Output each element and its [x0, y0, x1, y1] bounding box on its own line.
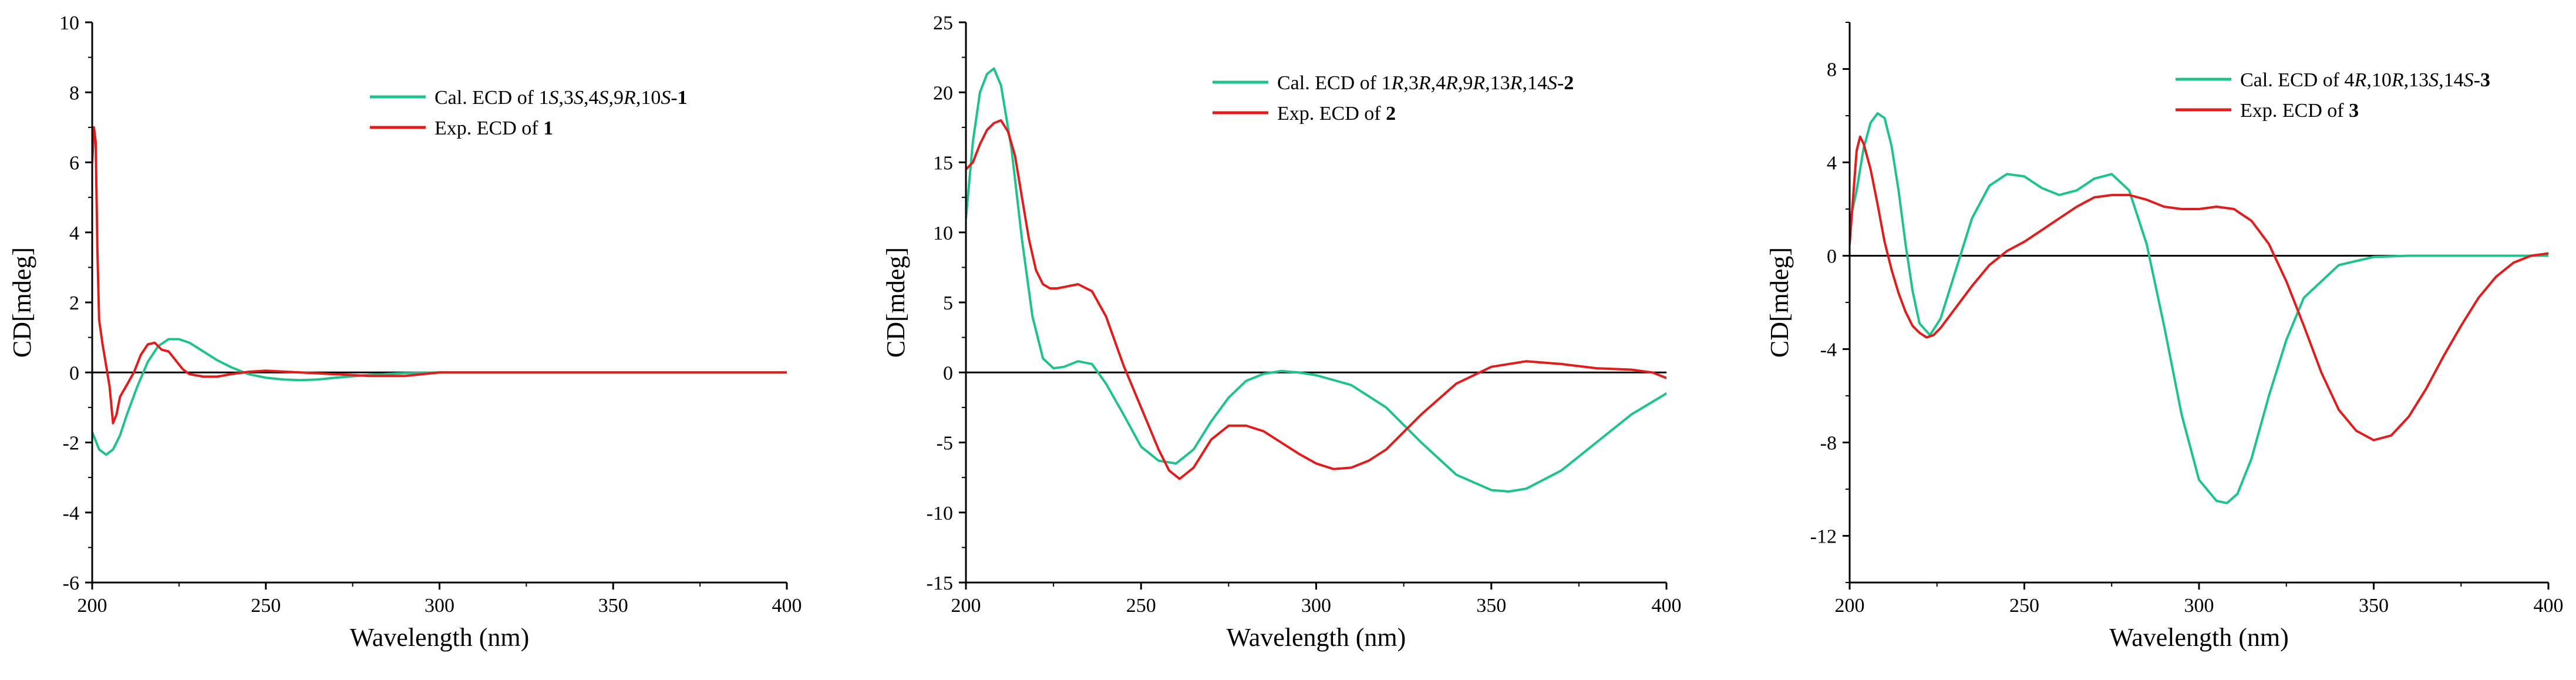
- y-tick-label: 4: [1827, 153, 1837, 174]
- y-tick-label: 8: [69, 82, 79, 104]
- x-tick-label: 300: [2184, 595, 2214, 617]
- x-axis-label: Wavelength (nm): [1227, 623, 1406, 652]
- x-tick-label: 300: [425, 595, 454, 617]
- x-tick-label: 200: [1835, 595, 1865, 617]
- calc-ecd-line: [1850, 112, 2548, 504]
- y-axis-label: CD[mdeg]: [1765, 247, 1794, 358]
- x-tick-label: 250: [251, 595, 281, 617]
- x-tick-label: 250: [1126, 595, 1156, 617]
- legend-label-exp: Exp. ECD of 1: [435, 117, 553, 139]
- legend-label-exp: Exp. ECD of 3: [2240, 100, 2359, 122]
- x-tick-label: 350: [2359, 595, 2389, 617]
- y-tick-label: -2: [63, 433, 79, 455]
- x-tick-label: 400: [2534, 595, 2564, 617]
- x-tick-label: 200: [951, 595, 981, 617]
- y-tick-label: -4: [63, 503, 79, 524]
- legend-label-calc: Cal. ECD of 1R,3R,4R,9R,13R,14S-2: [1277, 72, 1574, 94]
- x-tick-label: 400: [1652, 595, 1682, 617]
- x-axis-label: Wavelength (nm): [350, 623, 530, 652]
- x-axis-label: Wavelength (nm): [2109, 623, 2289, 652]
- y-tick-label: 15: [933, 153, 953, 174]
- exp-ecd-line: [92, 126, 787, 425]
- legend-label-exp: Exp. ECD of 2: [1277, 103, 1396, 124]
- calc-ecd-line: [92, 338, 787, 456]
- x-tick-label: 350: [1476, 595, 1506, 617]
- y-tick-label: 0: [943, 362, 953, 384]
- chart-panel-3: 200 250 300 350 400 -12 -8 -4 0 4 8 Wavelength (nm)…: [1765, 22, 2564, 652]
- x-tick-label: 400: [772, 595, 802, 617]
- y-tick-label: -5: [937, 433, 953, 455]
- y-tick-label: 4: [69, 223, 79, 244]
- y-tick-label: 6: [69, 153, 79, 174]
- x-tick-label: 200: [78, 595, 107, 617]
- y-tick-label: 8: [1827, 59, 1837, 81]
- y-tick-label: 20: [933, 82, 953, 104]
- legend-label-calc: Cal. ECD of 1S,3S,4S,9R,10S-1: [435, 87, 688, 109]
- x-tick-label: 250: [2009, 595, 2039, 617]
- y-tick-label: 10: [59, 12, 79, 34]
- chart-panel-1: 200 250 300 350 400 -6 -4 -2 0 2 4 6 8 10 Wavelength (…: [8, 12, 802, 652]
- y-tick-label: 25: [933, 12, 953, 34]
- y-tick-label: -6: [63, 573, 79, 594]
- y-tick-label: 2: [69, 292, 79, 314]
- y-tick-label: -4: [1820, 339, 1837, 361]
- exp-ecd-line: [966, 119, 1666, 480]
- y-axis-label: CD[mdeg]: [881, 247, 910, 358]
- calc-ecd-line: [966, 67, 1666, 493]
- y-tick-label: -12: [1810, 526, 1837, 548]
- y-tick-label: 5: [943, 292, 953, 314]
- y-tick-label: 0: [1827, 246, 1837, 268]
- y-tick-label: 0: [69, 362, 79, 384]
- y-axis-label: CD[mdeg]: [8, 247, 36, 358]
- exp-ecd-line: [1850, 135, 2548, 442]
- x-tick-label: 300: [1301, 595, 1331, 617]
- y-tick-label: -10: [927, 503, 953, 524]
- y-tick-label: -8: [1820, 433, 1837, 455]
- chart-panel-2: 200 250 300 350 400 -15 -10 -5 0 5 10 15 20 25 Wavelen…: [881, 12, 1682, 652]
- y-tick-label: -15: [927, 573, 953, 594]
- y-tick-label: 10: [933, 223, 953, 244]
- legend-label-calc: Cal. ECD of 4R,10R,13S,14S-3: [2240, 69, 2490, 91]
- x-tick-label: 350: [598, 595, 628, 617]
